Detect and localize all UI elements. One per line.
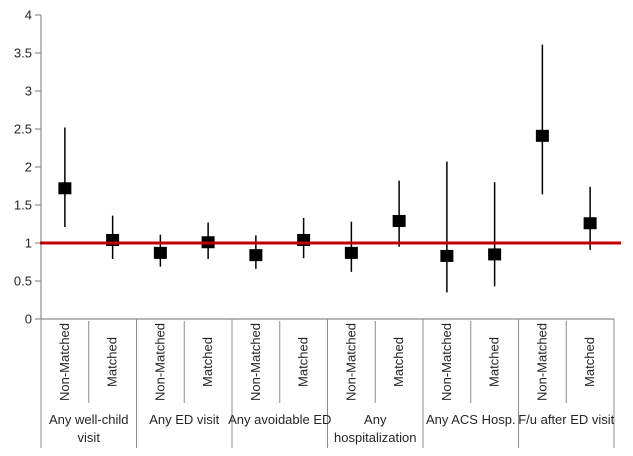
series-tick-label: Matched: [296, 337, 311, 387]
y-axis-tick-label: 0.5: [14, 274, 32, 289]
category-label: Any avoidable ED: [228, 412, 331, 427]
y-axis-tick-label: 0: [25, 312, 32, 327]
y-axis-tick-label: 2.5: [14, 122, 32, 137]
series-tick-label: Matched: [200, 337, 215, 387]
estimate-marker: [583, 217, 597, 230]
series-tick-label: Non-Matched: [439, 323, 454, 401]
category-label: hospitalization: [334, 430, 416, 445]
estimate-marker: [392, 214, 406, 227]
estimate-marker: [153, 246, 167, 259]
estimate-marker: [440, 249, 454, 262]
category-label: visit: [78, 430, 101, 445]
category-label: Any: [364, 412, 387, 427]
series-tick-label: Matched: [391, 337, 406, 387]
y-axis-tick-label: 3: [25, 84, 32, 99]
series-tick-label: Non-Matched: [534, 323, 549, 401]
y-axis-tick-label: 1: [25, 236, 32, 251]
category-label: Any ACS Hosp.: [426, 412, 516, 427]
series-tick-label: Non-Matched: [57, 323, 72, 401]
category-label: Any ED visit: [149, 412, 219, 427]
series-tick-label: Non-Matched: [248, 323, 263, 401]
y-axis-tick-label: 2: [25, 160, 32, 175]
category-label: Any well-child: [49, 412, 128, 427]
estimate-marker: [249, 249, 263, 262]
category-label: F/u after ED visit: [518, 412, 614, 427]
estimate-marker: [344, 246, 358, 259]
estimate-marker: [58, 182, 72, 195]
series-tick-label: Matched: [105, 337, 120, 387]
y-axis-tick-label: 3.5: [14, 46, 32, 61]
estimate-marker: [535, 129, 549, 142]
estimate-marker: [488, 248, 502, 261]
series-tick-label: Matched: [582, 337, 597, 387]
series-tick-label: Matched: [487, 337, 502, 387]
y-axis-tick-label: 1.5: [14, 198, 32, 213]
series-tick-label: Non-Matched: [343, 323, 358, 401]
series-tick-label: Non-Matched: [152, 323, 167, 401]
y-axis-tick-label: 4: [25, 8, 32, 23]
